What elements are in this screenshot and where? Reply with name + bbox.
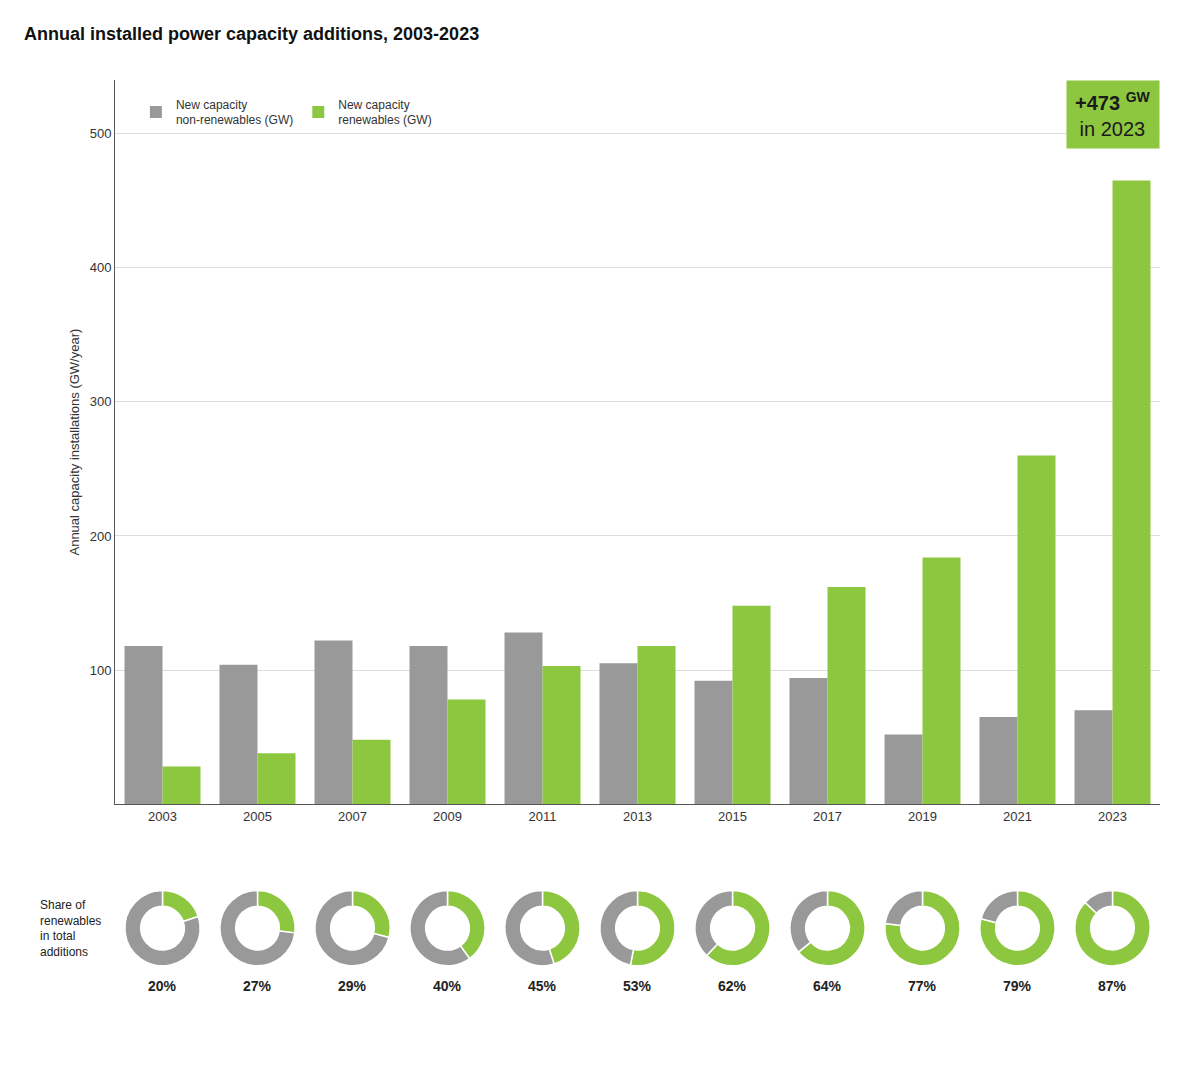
svg-text:2011: 2011	[529, 809, 557, 824]
svg-text:300: 300	[90, 394, 112, 409]
svg-text:64%: 64%	[813, 978, 842, 994]
svg-text:45%: 45%	[528, 978, 557, 994]
svg-text:2017: 2017	[813, 809, 842, 824]
svg-text:500: 500	[90, 126, 112, 141]
svg-text:2003: 2003	[148, 809, 177, 824]
svg-text:2019: 2019	[908, 809, 937, 824]
svg-text:Share ofrenewablesin totaladdi: Share ofrenewablesin totaladditions	[40, 898, 101, 959]
svg-text:200: 200	[90, 529, 112, 544]
svg-text:2013: 2013	[623, 809, 652, 824]
svg-text:79%: 79%	[1003, 978, 1032, 994]
svg-text:2023: 2023	[1098, 809, 1127, 824]
svg-text:2007: 2007	[338, 809, 367, 824]
svg-text:+473 ​GW​in 2023: +473 ​GW​in 2023	[1075, 89, 1151, 140]
svg-text:400: 400	[90, 260, 112, 275]
svg-text:Annual installed power capacit: Annual installed power capacity addition…	[24, 24, 479, 44]
svg-text:2021: 2021	[1003, 809, 1032, 824]
svg-text:29%: 29%	[338, 978, 367, 994]
svg-text:62%: 62%	[718, 978, 747, 994]
svg-text:53%: 53%	[623, 978, 652, 994]
svg-text:Annual capacity installations: Annual capacity installations (GW/year)	[67, 329, 82, 556]
svg-text:New capacitynon-renewables (GW: New capacitynon-renewables (GW)	[176, 98, 293, 128]
svg-text:40%: 40%	[433, 978, 462, 994]
svg-text:77%: 77%	[908, 978, 937, 994]
svg-text:New capacityrenewables (GW): New capacityrenewables (GW)	[338, 98, 431, 128]
svg-text:2015: 2015	[718, 809, 747, 824]
svg-text:2005: 2005	[243, 809, 272, 824]
svg-text:2009: 2009	[433, 809, 462, 824]
svg-text:100: 100	[90, 663, 112, 678]
svg-text:27%: 27%	[243, 978, 272, 994]
svg-text:87%: 87%	[1098, 978, 1127, 994]
svg-text:20%: 20%	[148, 978, 177, 994]
